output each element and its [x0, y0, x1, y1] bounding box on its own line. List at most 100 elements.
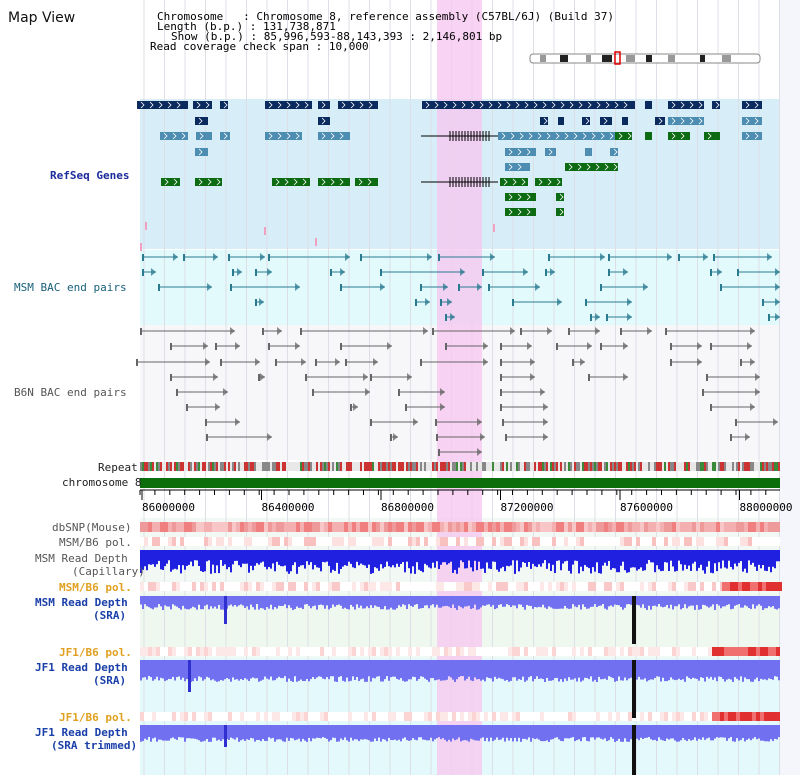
jf1-sra-depth-bar	[226, 660, 228, 679]
jf1-b6-pol-2-cell	[412, 712, 416, 721]
jf1-sra-depth-bar	[504, 660, 506, 681]
msm-b6-pol-cell	[692, 537, 696, 546]
capillary-depth-bar	[718, 550, 720, 563]
jf1-sra-depth-bar	[306, 660, 308, 679]
msm-sra-depth-bar	[702, 596, 704, 605]
jf1-trimmed-depth-bar	[188, 725, 190, 739]
jf1-b6-pol-2-cell	[188, 712, 192, 721]
dbsnp-heat-cell	[192, 522, 196, 532]
msm-b6-pol-cell	[404, 537, 408, 546]
msm-b6-pol-2-cell	[508, 582, 512, 591]
repeat-cell	[548, 462, 550, 471]
repeat-cell	[406, 462, 408, 471]
jf1-b6-pol-cell	[288, 647, 292, 656]
jf1-trimmed-depth-bar	[456, 725, 458, 740]
jf1-sra-depth-bar	[404, 660, 406, 682]
repeat-cell	[640, 462, 642, 471]
capillary-depth-bar	[470, 550, 472, 568]
repeat-cell	[570, 462, 572, 471]
msm-sra-depth-bar	[500, 596, 502, 605]
dbsnp-heat-cell	[276, 522, 280, 532]
dbsnp-heat-cell	[584, 522, 588, 532]
msm-bac-pair-end	[460, 268, 465, 276]
msm-b6-pol-cell	[472, 537, 476, 546]
jf1-b6-pol-cell	[376, 647, 380, 656]
capillary-depth-bar	[590, 550, 592, 574]
gene-strand-arrow	[595, 163, 600, 171]
jf1-trimmed-depth-bar	[630, 725, 632, 740]
msm-b6-pol-cell	[560, 537, 564, 546]
msm-b6-pol-2-cell	[532, 582, 536, 591]
capillary-depth-bar	[456, 550, 458, 574]
capillary-depth-bar	[758, 550, 760, 565]
gene-strand-arrow	[715, 101, 720, 109]
dbsnp-heat-cell	[592, 522, 596, 532]
msm-b6-pol-2-cell	[452, 582, 456, 591]
jf1-trimmed-depth-bar	[158, 725, 160, 740]
msm-sra-depth-bar	[312, 596, 314, 607]
msm-bac-pair-end	[667, 253, 672, 261]
dbsnp-heat-cell	[332, 522, 336, 532]
capillary-depth-bar	[652, 550, 654, 563]
track-label-refseq[interactable]: RefSeq Genes	[50, 169, 130, 182]
b6n-bac-pair-end	[390, 434, 392, 441]
jf1-b6-pol-cell	[448, 647, 452, 656]
repeat-cell	[316, 462, 318, 471]
jf1-b6-pol-2-cell	[512, 712, 516, 721]
jf1-trimmed-depth-bar	[488, 725, 490, 742]
depth-spike	[224, 725, 227, 747]
jf1-sra-depth-bar	[560, 660, 562, 680]
dbsnp-heat-cell	[176, 522, 180, 532]
b6n-bac-pair-end	[312, 389, 314, 396]
dbsnp-heat-cell	[300, 522, 304, 532]
jf1-b6-pol-cell	[224, 647, 228, 656]
jf1-b6-pol-cell	[184, 647, 188, 656]
jf1-trimmed-depth-bar	[612, 725, 614, 739]
jf1-b6-pol-2-cell	[492, 712, 496, 721]
jf1-trimmed-depth-bar	[300, 725, 302, 742]
jf1-b6-pol-2-cell	[192, 712, 196, 721]
jf1-trimmed-depth-bar	[596, 725, 598, 738]
msm-sra-depth-bar	[514, 596, 516, 606]
capillary-depth-bar	[168, 550, 170, 561]
msm-sra-depth-bar	[480, 596, 482, 608]
jf1-trimmed-depth-bar	[718, 725, 720, 738]
capillary-depth-bar	[434, 550, 436, 568]
jf1-sra-depth-bar	[372, 660, 374, 678]
jf1-trimmed-depth-bar	[152, 725, 154, 739]
b6n-bac-pair-end	[140, 328, 142, 335]
jf1-sra-depth-bar	[206, 660, 208, 677]
msm-sra-depth-bar	[484, 596, 486, 606]
msm-bac-pair-end	[720, 284, 722, 291]
capillary-depth-bar	[696, 550, 698, 571]
jf1-b6-pol-2-cell	[168, 712, 172, 721]
jf1-trimmed-depth-bar	[586, 725, 588, 741]
gene-strand-arrow	[559, 193, 564, 201]
jf1-sra-depth-bar	[768, 660, 770, 679]
capillary-depth-bar	[708, 550, 710, 562]
jf1-trimmed-depth-bar	[516, 725, 518, 742]
msm-b6-pol-2-cell	[548, 582, 552, 591]
track-label-b6n-bac[interactable]: B6N BAC end pairs	[14, 386, 127, 399]
msm-b6-pol-2-cell	[260, 582, 264, 591]
repeat-cell	[758, 462, 760, 471]
msm-b6-pol-2-cell	[552, 582, 556, 591]
repeat-cell	[452, 462, 454, 471]
jf1-sra-depth-bar	[642, 660, 644, 680]
dbsnp-heat-cell	[680, 522, 684, 532]
msm-sra-depth-bar	[296, 596, 298, 607]
jf1-sra-depth-bar	[218, 660, 220, 682]
jf1-b6-pol-cell	[692, 647, 696, 656]
capillary-depth-bar	[164, 550, 166, 567]
jf1-trimmed-depth-bar	[694, 725, 696, 738]
jf1-trimmed-depth-bar	[250, 725, 252, 738]
jf1-sra-depth-bar	[324, 660, 326, 680]
msm-sra-depth-bar	[490, 596, 492, 607]
track-label-msm-bac[interactable]: MSM BAC end pairs	[14, 281, 127, 294]
msm-b6-pol-cell	[468, 537, 472, 546]
msm-sra-depth-bar	[256, 596, 258, 605]
repeat-cell	[436, 462, 438, 471]
capillary-depth-bar	[228, 550, 230, 568]
jf1-sra-depth-bar	[488, 660, 490, 678]
